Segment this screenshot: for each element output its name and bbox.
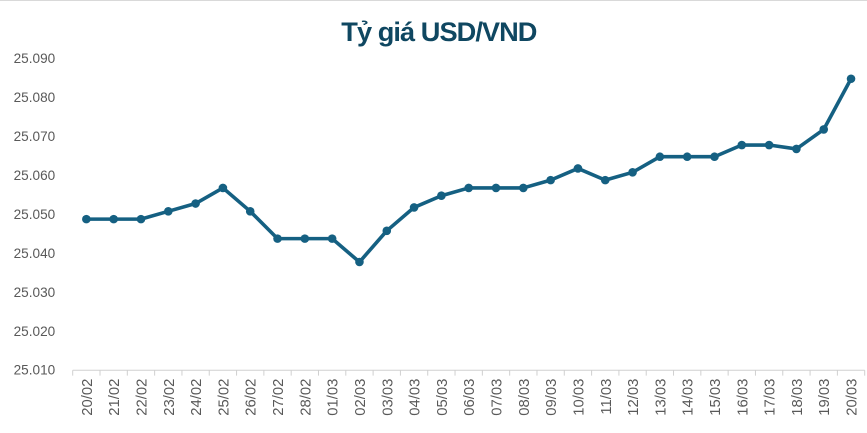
svg-text:25.090: 25.090: [14, 51, 56, 66]
svg-text:01/03: 01/03: [326, 379, 342, 416]
svg-text:11/03: 11/03: [599, 379, 615, 415]
svg-text:26/02: 26/02: [244, 379, 260, 416]
svg-text:25.010: 25.010: [14, 363, 56, 378]
svg-text:03/03: 03/03: [380, 379, 396, 416]
svg-text:13/03: 13/03: [653, 379, 669, 416]
svg-text:23/02: 23/02: [162, 379, 178, 416]
svg-text:12/03: 12/03: [626, 379, 642, 416]
svg-text:18/03: 18/03: [790, 379, 806, 416]
svg-text:24/02: 24/02: [189, 379, 205, 416]
svg-text:25/02: 25/02: [216, 379, 232, 416]
svg-text:25.080: 25.080: [14, 90, 56, 105]
svg-text:27/02: 27/02: [271, 379, 287, 416]
svg-text:05/03: 05/03: [435, 379, 451, 416]
svg-text:28/02: 28/02: [298, 379, 314, 416]
svg-text:17/03: 17/03: [763, 379, 779, 416]
svg-text:09/03: 09/03: [544, 379, 560, 416]
svg-text:Tỷ giá USD/VND: Tỷ giá USD/VND: [341, 16, 536, 47]
svg-text:08/03: 08/03: [517, 379, 533, 416]
svg-text:25.020: 25.020: [14, 324, 56, 339]
svg-text:25.040: 25.040: [14, 246, 56, 261]
svg-text:07/03: 07/03: [490, 379, 506, 416]
svg-text:20/02: 20/02: [80, 379, 96, 416]
svg-text:02/03: 02/03: [353, 379, 369, 416]
svg-text:25.070: 25.070: [14, 129, 56, 144]
svg-text:20/03: 20/03: [845, 379, 861, 416]
svg-text:25.050: 25.050: [14, 207, 56, 222]
svg-text:22/02: 22/02: [134, 379, 150, 416]
svg-text:21/02: 21/02: [107, 379, 123, 416]
svg-text:25.060: 25.060: [14, 168, 56, 183]
svg-text:19/03: 19/03: [817, 379, 833, 416]
svg-text:06/03: 06/03: [462, 379, 478, 416]
svg-text:15/03: 15/03: [708, 379, 724, 416]
svg-text:25.030: 25.030: [14, 285, 56, 300]
svg-text:10/03: 10/03: [571, 379, 587, 416]
svg-text:04/03: 04/03: [408, 379, 424, 416]
svg-text:14/03: 14/03: [681, 379, 697, 416]
svg-text:16/03: 16/03: [735, 379, 751, 416]
